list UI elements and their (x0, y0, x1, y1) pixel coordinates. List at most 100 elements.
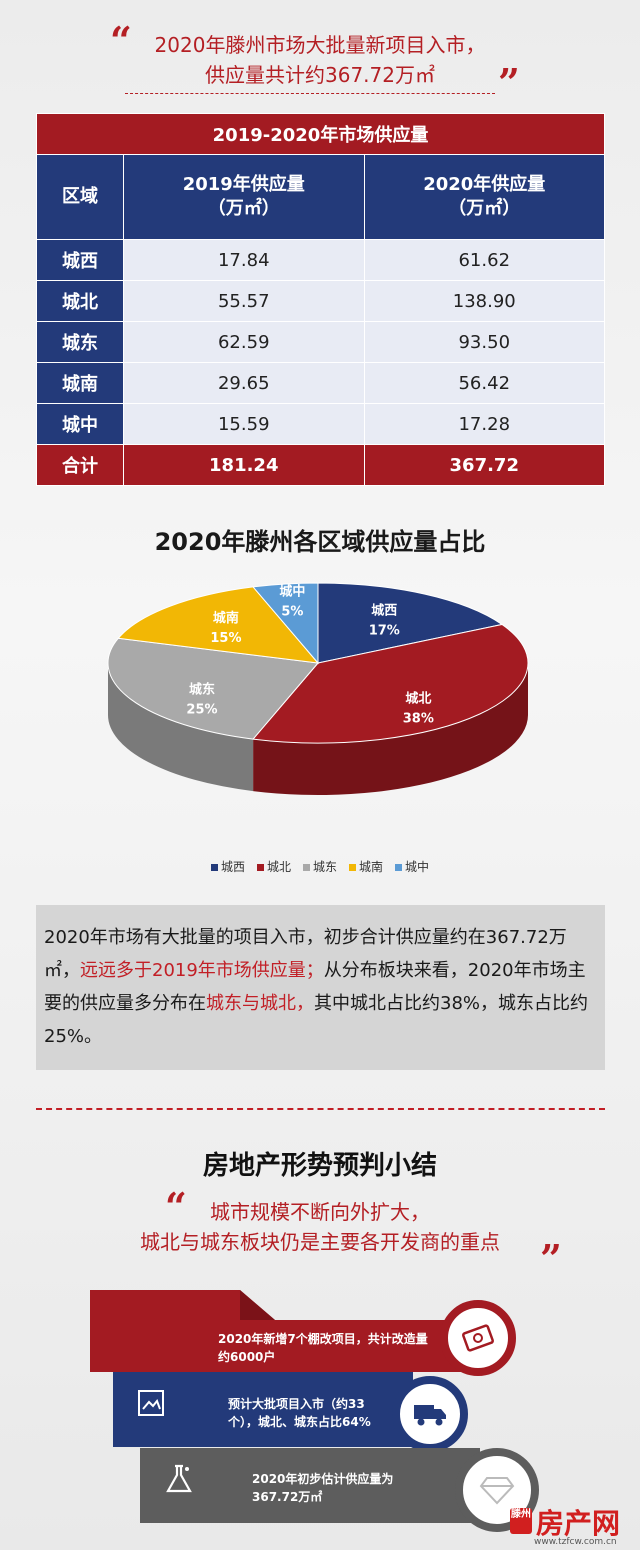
info-card-3 (140, 1448, 480, 1523)
legend-swatch (256, 864, 264, 871)
legend-item-城北: 城北 (256, 860, 291, 874)
legend-swatch (210, 864, 218, 871)
legend-swatch (349, 864, 356, 871)
row-region: 城北 (36, 280, 124, 322)
paragraph-highlight: 城东与城北， (206, 993, 314, 1014)
col-header-2019-unit: （万㎡） (207, 198, 280, 219)
close-quote-icon: ” (540, 1236, 562, 1281)
logo-badge: 滕州 (510, 1508, 532, 1534)
row-region: 城东 (36, 321, 124, 363)
card-1-icon-circle (440, 1300, 516, 1376)
legend-item-城东: 城东 (302, 860, 337, 874)
chart-legend: 城西 城北 城东 城南 城中 (0, 858, 640, 875)
paragraph-text: 其中城北占比约38%，城东占比约25%。 (44, 993, 589, 1047)
pie-slice-城中 (252, 582, 319, 665)
legend-label: 城北 (266, 860, 291, 874)
pie-label-城西: 城西 (371, 602, 397, 618)
pie-chart: 城西 17% 城北 38% 城东 25% 城南 15% 城中 5% (107, 582, 529, 795)
pie-percent-城南: 15% (210, 631, 241, 646)
legend-swatch (395, 864, 403, 871)
col-header-2020-unit: （万㎡） (448, 198, 521, 219)
section-line2: 城北与城东板块仍是主要各开发商的重点 (140, 1230, 500, 1254)
legend-label: 城西 (220, 860, 245, 874)
pie-label-城北: 城北 (405, 691, 431, 707)
col-header-2019-label: 2019年供应量 (182, 174, 305, 195)
card-2-icon-circle (392, 1376, 468, 1452)
diamond-icon (479, 1477, 515, 1505)
pie-percent-城北: 38% (403, 712, 434, 727)
table-total-row: 合计 181.24 367.72 (36, 444, 605, 486)
table-row: 城北 55.57 138.90 (36, 280, 605, 322)
table-title: 2019-2020年市场供应量 (36, 113, 605, 155)
headline-line2: 供应量共计约367.72万㎡ (205, 63, 435, 87)
table-row: 城南 29.65 56.42 (36, 362, 605, 404)
legend-item-城中: 城中 (395, 860, 429, 874)
legend-label: 城东 (312, 860, 337, 874)
row-region: 城西 (36, 239, 124, 281)
pie-label-城东: 城东 (189, 682, 215, 698)
pie-slice-城南 (117, 586, 320, 664)
supply-table: 2019-2020年市场供应量 区域 2019年供应量 （万㎡） 2020年供应… (36, 113, 605, 486)
legend-item-城西: 城西 (210, 860, 245, 874)
row-2019-value: 17.84 (123, 239, 365, 281)
section-subtitle: 城市规模不断向外扩大， 城北与城东板块仍是主要各开发商的重点 (100, 1197, 540, 1257)
paragraph-text: 2020年市场有大批量的项目入市，初步合计供应量约在367.72万㎡， (44, 927, 567, 981)
logo-site-url: www.tzfcw.com.cn (534, 1537, 617, 1547)
pie-side-城东 (108, 663, 254, 792)
row-2020-value: 93.50 (363, 321, 605, 363)
paragraph-highlight: 远远多于2019年市场供应量； (80, 960, 324, 981)
total-2020: 367.72 (363, 444, 605, 486)
legend-label: 城中 (405, 860, 430, 874)
legend-label: 城南 (359, 860, 384, 874)
pie-slice-城西 (317, 582, 504, 664)
pie-percent-城西: 17% (369, 623, 400, 638)
image-icon (142, 1399, 161, 1410)
info-card-1: 2020年新增7个棚改项目，共计改造量约6000户 (90, 1290, 470, 1372)
section-title: 房地产形势预判小结 (202, 1151, 437, 1181)
card-1-text: 2020年新增7个棚改项目，共计改造量约6000户 (218, 1332, 428, 1364)
pie-slice-城北 (252, 623, 529, 744)
row-2019-value: 29.65 (123, 362, 365, 404)
pie-label-城南: 城南 (213, 610, 239, 626)
card-2-text: 预计大批项目入市（约33个），城北、城东占比64% (228, 1397, 371, 1429)
col-header-2019: 2019年供应量 （万㎡） (123, 154, 365, 240)
card-3-icon-circle (455, 1448, 539, 1532)
summary-paragraph: 2020年市场有大批量的项目入市，初步合计供应量约在367.72万㎡，远远多于2… (36, 905, 605, 1070)
row-region: 城南 (36, 362, 124, 404)
card-2-icon-box (138, 1390, 164, 1416)
row-2020-value: 56.42 (363, 362, 605, 404)
legend-item-城南: 城南 (349, 860, 383, 874)
row-2019-value: 55.57 (123, 280, 365, 322)
close-quote-icon: ” (498, 60, 520, 105)
money-icon (462, 1324, 494, 1352)
total-2019: 181.24 (123, 444, 365, 486)
row-2020-value: 138.90 (363, 280, 605, 322)
pie-label-城中: 城中 (279, 583, 305, 599)
table-row: 城西 17.84 61.62 (36, 239, 605, 281)
table-row: 城中 15.59 17.28 (36, 403, 605, 445)
pie-percent-城中: 5% (281, 604, 303, 619)
col-header-2020: 2020年供应量 （万㎡） (363, 154, 605, 240)
col-header-region: 区域 (36, 154, 124, 240)
row-2020-value: 61.62 (363, 239, 605, 281)
col-header-2020-label: 2020年供应量 (423, 174, 546, 195)
paragraph-text: 从分布板块来看，2020年市场主要的供应量多分布在 (44, 960, 586, 1014)
chart-title: 2020年滕州各区域供应量占比 (154, 528, 486, 556)
headline-line1: 2020年滕州市场大批量新项目入市， (154, 33, 486, 57)
pie-side-城北 (253, 663, 528, 795)
row-2020-value: 17.28 (363, 403, 605, 445)
total-label: 合计 (36, 444, 124, 486)
card-1-bg (90, 1290, 470, 1372)
row-region: 城中 (36, 403, 124, 445)
card-3-text: 2020年初步估计供应量为367.72万㎡ (252, 1472, 394, 1504)
pie-slice-城东 (107, 637, 319, 740)
site-logo: 滕州 房产网 www.tzfcw.com.cn (468, 1500, 640, 1550)
truck-icon (414, 1405, 446, 1426)
open-quote-icon: “ (110, 18, 132, 63)
row-2019-value: 15.59 (123, 403, 365, 445)
flask-icon (166, 1464, 192, 1493)
legend-swatch (302, 864, 310, 871)
headline: 2020年滕州市场大批量新项目入市， 供应量共计约367.72万㎡ (120, 30, 520, 90)
logo-brand-text: 房产网 (536, 1507, 621, 1540)
section-divider (36, 1108, 605, 1110)
